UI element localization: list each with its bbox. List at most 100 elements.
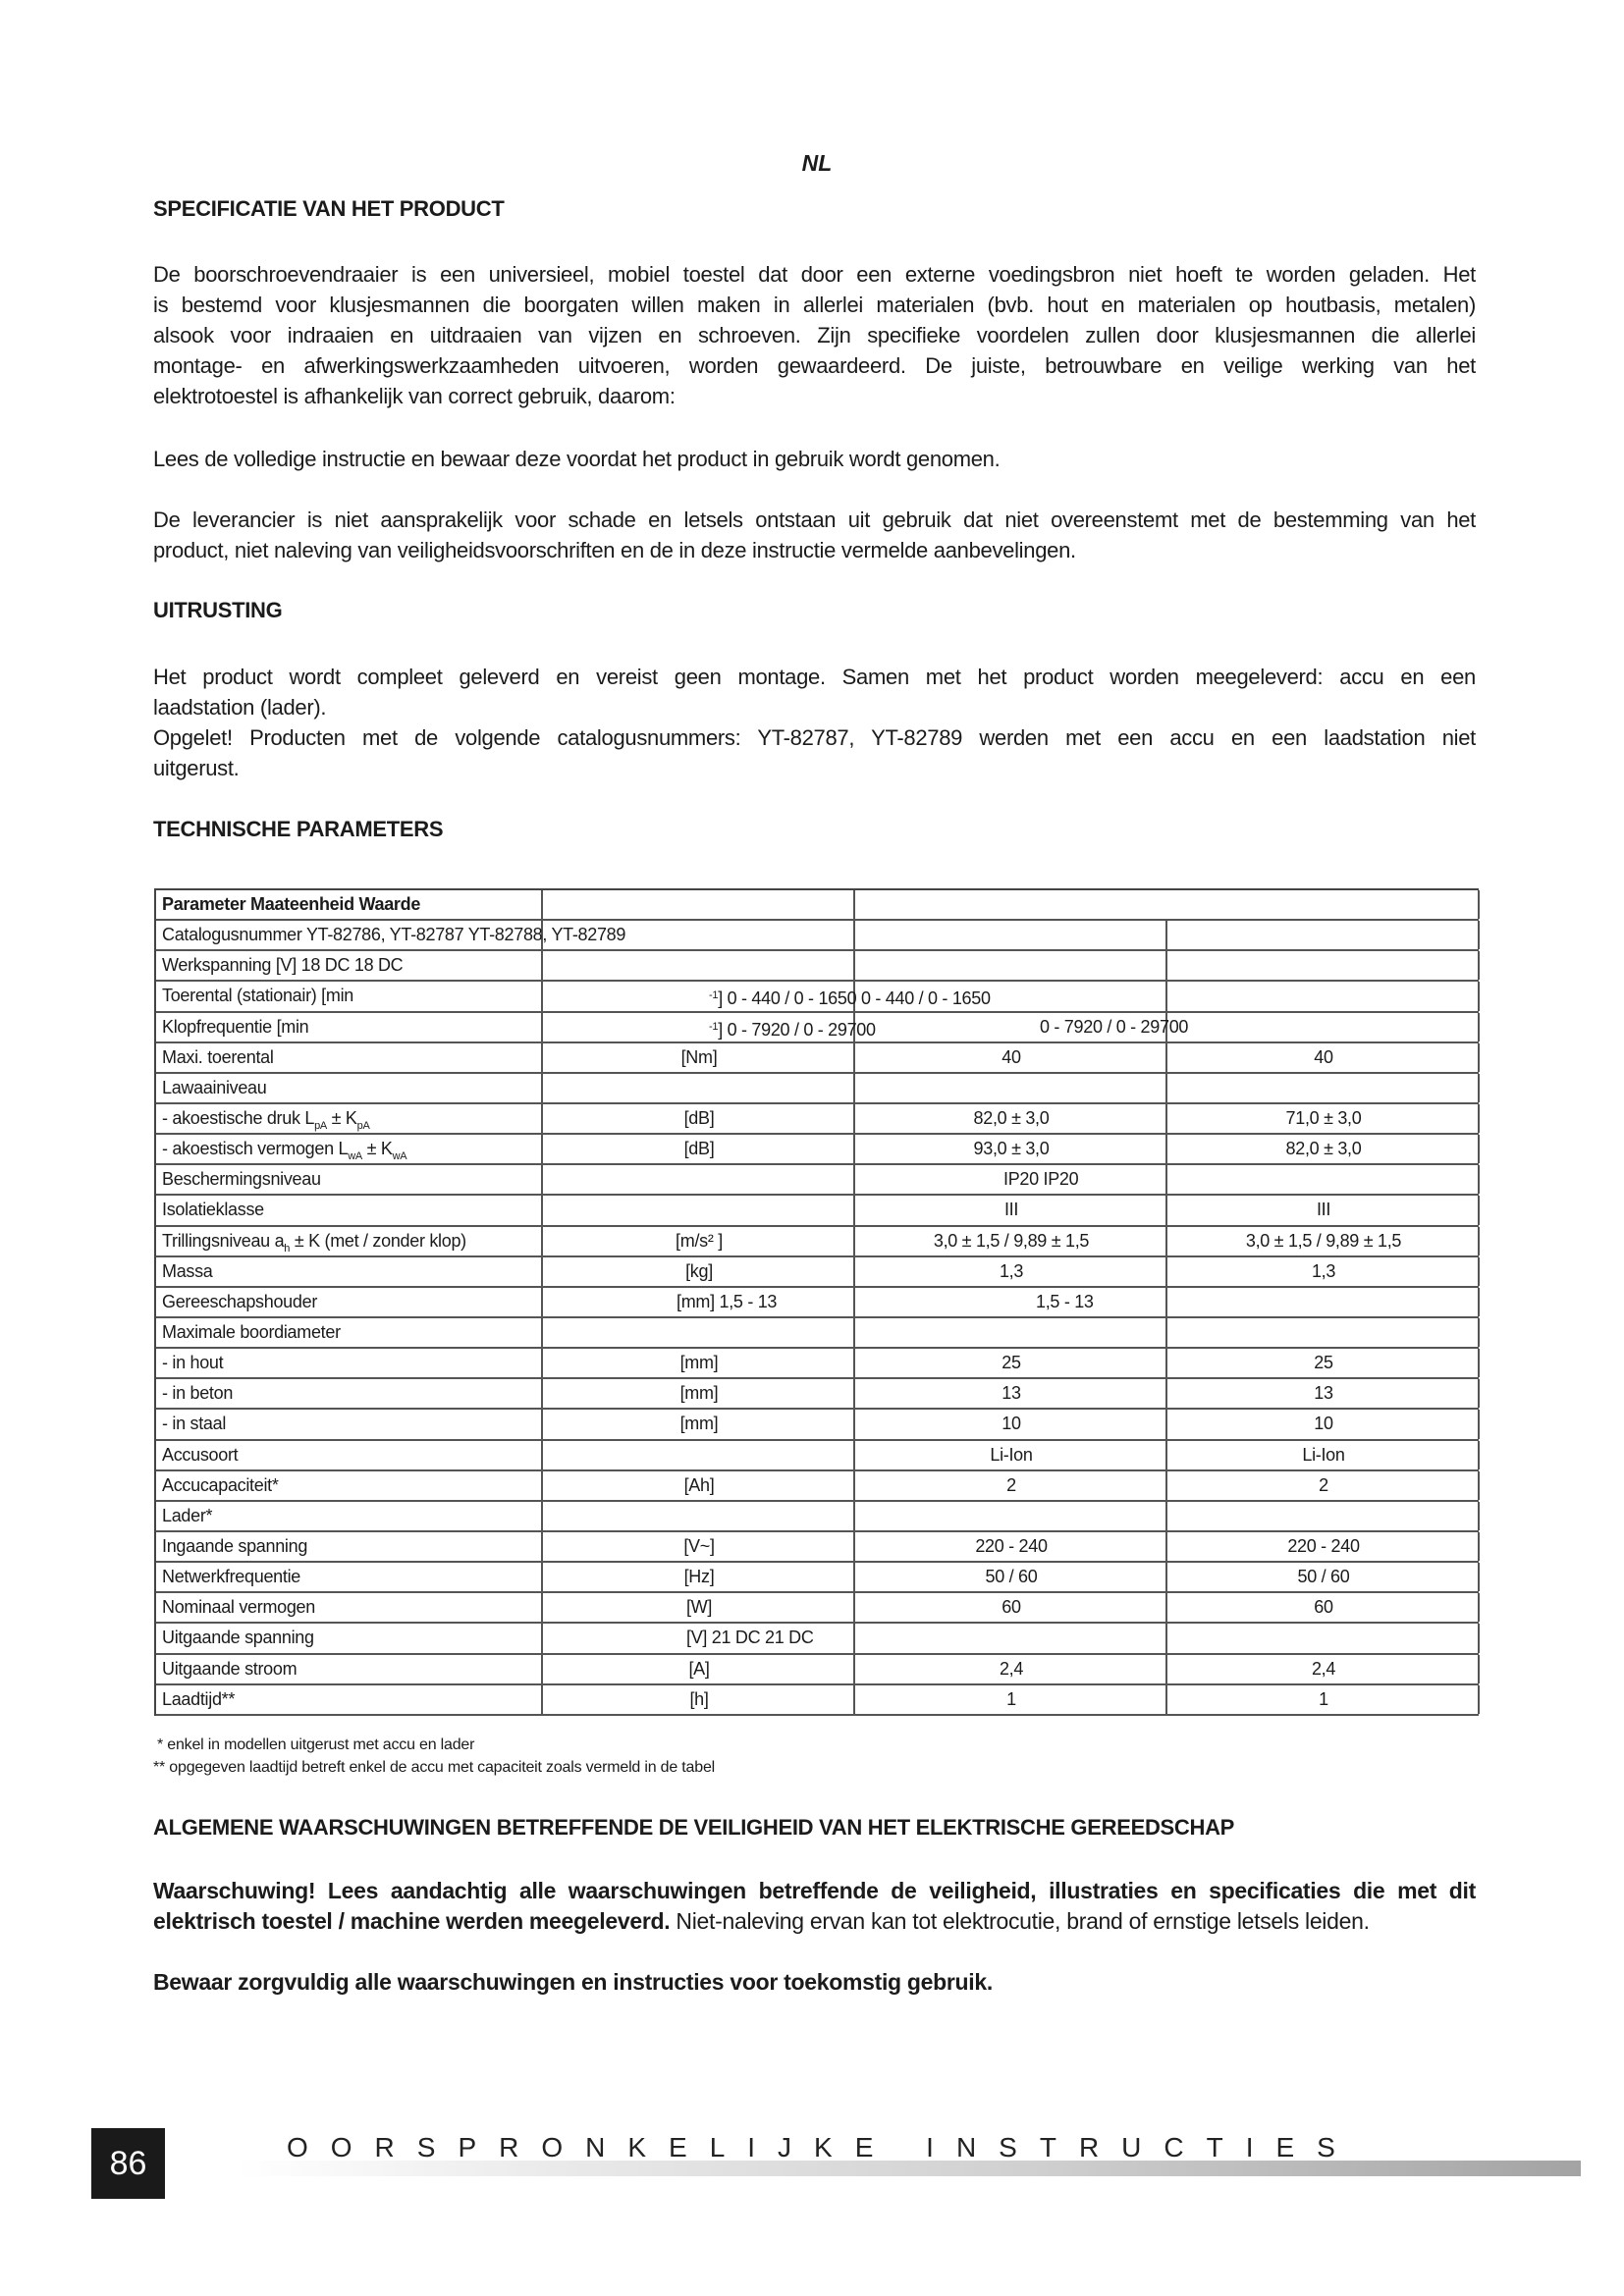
text-segment: ± K (met / zonder klop) xyxy=(290,1230,466,1251)
table-cell xyxy=(543,1624,855,1653)
parameter-label: - in beton xyxy=(162,1379,233,1408)
table-row: Maxi. toerental [Nm] 40 40 xyxy=(156,1042,1480,1074)
table-cell xyxy=(543,1379,855,1409)
text-line: elektrisch toestel / machine werden meeg… xyxy=(153,1906,1476,1937)
value-model-2: 10 xyxy=(1314,1414,1333,1434)
text-segment: - akoestisch vermogen L xyxy=(162,1139,349,1159)
unit-value: [mm] xyxy=(679,1383,719,1404)
table-cell xyxy=(156,890,543,920)
value-model-2: 1,3 xyxy=(1311,1260,1336,1281)
table-row: Isolatieklasse III III xyxy=(156,1196,1480,1227)
table-cell xyxy=(543,1256,855,1286)
text-line: elektrotoestel is afhankelijk van correc… xyxy=(153,384,676,408)
table-cell xyxy=(1167,921,1480,950)
warning-text: Niet-naleving ervan kan tot elektrocutie… xyxy=(670,1908,1370,1934)
table-cell xyxy=(156,1042,543,1072)
value-model-1: Li-Ion xyxy=(990,1444,1033,1465)
table-cell xyxy=(156,1624,543,1653)
table-cell xyxy=(156,1256,543,1286)
table-row: Lader* xyxy=(156,1501,1480,1532)
table-row: Uitgaande stroom [A] 2,4 2,4 xyxy=(156,1654,1480,1685)
parameter-label: Lader* xyxy=(162,1502,213,1530)
table-cell xyxy=(855,1317,1167,1348)
parameter-label: Parameter Maateenheid Waarde xyxy=(162,890,420,919)
text-segment: [mm] 1,5 - 13 xyxy=(677,1291,778,1311)
table-cell xyxy=(855,1226,1167,1255)
table-cell xyxy=(855,1501,1167,1530)
table-cell xyxy=(855,1135,1167,1164)
text-segment: Massa xyxy=(162,1260,213,1281)
table-cell xyxy=(543,1012,855,1041)
liability-paragraph: De leverancier is niet aansprakelijk voo… xyxy=(153,505,1476,565)
table-cell xyxy=(855,1563,1167,1592)
parameter-label: Lawaainiveau xyxy=(162,1074,267,1102)
table-cell xyxy=(543,890,855,920)
text-segment: 0 - 7920 / 0 - 29700 xyxy=(1040,1016,1189,1037)
table-cell xyxy=(156,982,543,1011)
table-cell xyxy=(855,1470,1167,1500)
text-segment: - akoestische druk L xyxy=(162,1107,315,1128)
value-model-1: 1 xyxy=(1006,1688,1016,1709)
table-cell xyxy=(855,890,1480,920)
text-segment: IP20 IP20 xyxy=(1003,1169,1079,1190)
table-cell xyxy=(1167,1624,1480,1653)
value-model-2: Li-Ion xyxy=(1302,1444,1345,1465)
parameter-label: Uitgaande spanning xyxy=(162,1624,314,1652)
value-model-1: 82,0 ± 3,0 xyxy=(973,1107,1050,1128)
table-cell xyxy=(1167,1196,1480,1225)
table-row: Lawaainiveau xyxy=(156,1073,1480,1104)
table-cell xyxy=(156,1470,543,1500)
table-cell xyxy=(543,1654,855,1683)
text-line: alsook voor indraaien en uitdraaien van … xyxy=(153,323,1476,347)
table-row: - akoestisch vermogen LwA ± KwA [dB] 93,0 … xyxy=(156,1135,1480,1166)
overflow-value: 0 - 7920 / 0 - 29700 xyxy=(1040,1013,1188,1041)
table-cell xyxy=(1167,1256,1480,1286)
unit-value: [A] xyxy=(688,1658,710,1679)
table-cell xyxy=(156,1349,543,1378)
text-line: montage- en afwerkingswerkzaamheden uitv… xyxy=(153,353,1476,378)
table-cell xyxy=(156,1563,543,1592)
parameter-label: Uitgaande stroom xyxy=(162,1655,298,1683)
table-cell xyxy=(855,1073,1167,1102)
table-row: - in hout [mm] 25 25 xyxy=(156,1349,1480,1380)
table-row: Beschermingsniveau IP20 IP20 xyxy=(156,1165,1480,1197)
parameter-label: Laadtijd** xyxy=(162,1685,235,1714)
unit-value: [h] xyxy=(689,1688,709,1709)
unit-value: [Nm] xyxy=(680,1046,718,1067)
table-cell xyxy=(156,1073,543,1102)
text-segment: h xyxy=(284,1242,291,1255)
value-model-1: 60 xyxy=(1001,1597,1021,1618)
text-segment: Beschermingsniveau xyxy=(162,1169,321,1190)
parameter-label: Maximale boordiameter xyxy=(162,1318,341,1347)
table-cell xyxy=(156,1654,543,1683)
table-cell xyxy=(1167,1135,1480,1164)
overflow-value: -1] 0 - 7920 / 0 - 29700 xyxy=(709,1013,876,1044)
table-cell xyxy=(1167,1531,1480,1562)
table-cell xyxy=(855,1012,1167,1041)
text-segment: -1 xyxy=(709,989,719,1002)
text-segment: ] 0 - 440 / 0 - 1650 0 - 440 / 0 - 1650 xyxy=(718,988,991,1009)
parameter-label: Accusoort xyxy=(162,1441,239,1469)
table-cell xyxy=(543,1684,855,1714)
unit-value: [m/s² ] xyxy=(676,1230,723,1251)
footer-title: OORSPRONKELIJKE INSTRUCTIES xyxy=(287,2132,1358,2163)
table-cell xyxy=(156,1379,543,1409)
section-heading-specification: SPECIFICATIE VAN HET PRODUCT xyxy=(153,196,505,221)
overflow-value: 1,5 - 13 xyxy=(1036,1288,1094,1316)
unit-value: [mm] xyxy=(679,1414,719,1434)
text-segment: Lader* xyxy=(162,1505,213,1525)
value-model-1: 1,3 xyxy=(999,1260,1024,1281)
table-cell xyxy=(156,1593,543,1623)
table-cell xyxy=(1167,1103,1480,1134)
text-line: Bewaar zorgvuldig alle waarschuwingen en… xyxy=(153,1969,993,1995)
table-cell xyxy=(543,982,855,1011)
text-segment: Accusoort xyxy=(162,1444,239,1465)
footer-gradient-bar xyxy=(236,2161,1581,2176)
unit-value: [W] xyxy=(685,1597,713,1618)
text-line: Waarschuwing! Lees aandachtig alle waars… xyxy=(153,1878,1476,1903)
table-row: Accusoort Li-Ion Li-Ion xyxy=(156,1440,1480,1471)
table-cell xyxy=(1167,1226,1480,1255)
table-cell xyxy=(855,1165,1167,1195)
table-cell xyxy=(543,1593,855,1623)
page-number: 86 xyxy=(91,2128,165,2199)
